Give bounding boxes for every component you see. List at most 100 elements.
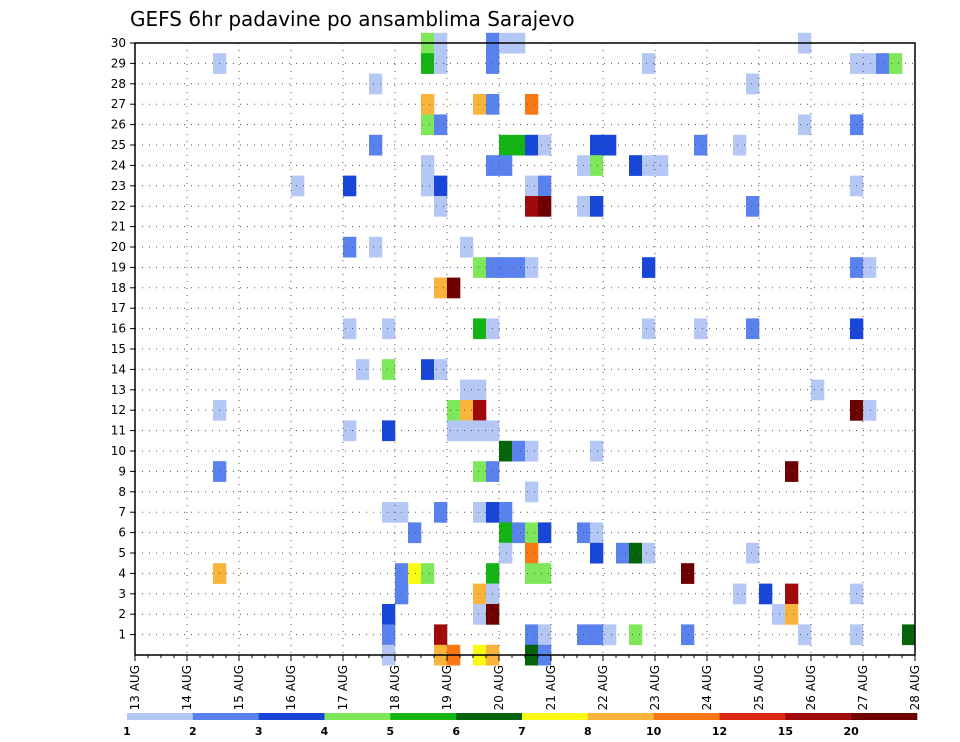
precip-cell bbox=[746, 196, 760, 217]
precip-cell bbox=[499, 502, 513, 523]
precip-cell bbox=[538, 624, 552, 646]
precip-cell bbox=[772, 604, 786, 625]
precip-cell bbox=[590, 522, 604, 544]
precip-cell bbox=[499, 134, 513, 156]
legend-swatch bbox=[324, 713, 391, 720]
precip-cell bbox=[499, 155, 513, 176]
precip-cell bbox=[473, 257, 487, 278]
precip-cell bbox=[421, 563, 435, 584]
precip-cell bbox=[525, 481, 539, 503]
precip-cell bbox=[382, 624, 396, 646]
precip-cell bbox=[460, 420, 474, 442]
precip-cell bbox=[512, 522, 526, 544]
y-axis-ticks: 1234567891011121314151617181920212223242… bbox=[111, 36, 135, 642]
precip-cell bbox=[655, 155, 669, 176]
precip-cell bbox=[499, 542, 513, 564]
precip-cell bbox=[382, 604, 396, 625]
precip-cell bbox=[902, 624, 916, 646]
y-tick-label: 11 bbox=[111, 424, 126, 438]
precip-cell bbox=[447, 277, 461, 299]
precip-cell bbox=[642, 318, 656, 340]
x-tick-label: 19 AUG bbox=[440, 665, 454, 710]
precip-cell bbox=[525, 257, 539, 278]
precip-cell bbox=[525, 522, 539, 544]
precip-cell bbox=[447, 400, 461, 421]
x-tick-label: 25 AUG bbox=[752, 665, 766, 710]
x-tick-label: 14 AUG bbox=[180, 665, 194, 710]
legend-tick-label: 7 bbox=[518, 725, 526, 738]
x-tick-label: 21 AUG bbox=[544, 665, 558, 710]
precip-cell bbox=[421, 53, 435, 74]
precip-cell bbox=[512, 257, 526, 278]
precip-cell bbox=[603, 134, 617, 156]
precip-cell bbox=[525, 563, 539, 584]
precip-cell bbox=[421, 155, 435, 176]
legend-swatch bbox=[127, 713, 194, 720]
precip-cell bbox=[538, 196, 552, 217]
y-tick-label: 16 bbox=[111, 322, 126, 336]
precip-cell bbox=[421, 359, 435, 380]
legend-swatch bbox=[456, 713, 523, 720]
precip-cell bbox=[798, 624, 812, 646]
precip-cell bbox=[434, 53, 448, 74]
y-tick-label: 20 bbox=[111, 240, 126, 254]
legend-tick-label: 6 bbox=[452, 725, 460, 738]
x-tick-label: 13 AUG bbox=[128, 665, 142, 710]
y-tick-label: 13 bbox=[111, 383, 126, 397]
precip-cell bbox=[434, 114, 448, 136]
precip-cell bbox=[629, 542, 643, 564]
x-tick-label: 15 AUG bbox=[232, 665, 246, 710]
legend-swatch bbox=[653, 713, 720, 720]
precip-cell bbox=[590, 155, 604, 176]
x-tick-label: 26 AUG bbox=[804, 665, 818, 710]
y-tick-label: 2 bbox=[118, 607, 126, 621]
precip-cell bbox=[746, 318, 760, 340]
precip-cell bbox=[863, 257, 877, 278]
y-tick-label: 3 bbox=[118, 587, 126, 601]
y-tick-label: 29 bbox=[111, 56, 126, 70]
y-tick-label: 6 bbox=[118, 526, 126, 540]
legend-tick-label: 8 bbox=[584, 725, 592, 738]
precip-cell bbox=[785, 583, 799, 605]
precip-cell bbox=[473, 318, 487, 340]
precip-cell bbox=[889, 53, 903, 74]
y-tick-label: 4 bbox=[118, 566, 126, 580]
y-tick-label: 30 bbox=[111, 36, 126, 50]
precip-cell bbox=[590, 440, 604, 462]
precip-cell bbox=[590, 624, 604, 646]
precip-cell bbox=[473, 461, 487, 482]
x-tick-label: 28 AUG bbox=[908, 665, 922, 710]
x-tick-label: 24 AUG bbox=[700, 665, 714, 710]
precip-cell bbox=[512, 134, 526, 156]
x-tick-label: 23 AUG bbox=[648, 665, 662, 710]
precip-cell bbox=[590, 134, 604, 156]
y-tick-label: 23 bbox=[111, 179, 126, 193]
precip-cell bbox=[694, 134, 708, 156]
precip-cell bbox=[421, 175, 435, 197]
precip-cell bbox=[473, 94, 487, 115]
precip-cell bbox=[473, 502, 487, 523]
precip-cell bbox=[525, 196, 539, 217]
legend-swatch bbox=[851, 713, 918, 720]
legend-swatch bbox=[587, 713, 654, 720]
legend-tick-label: 1 bbox=[123, 725, 131, 738]
y-tick-label: 12 bbox=[111, 403, 126, 417]
precip-cell bbox=[382, 359, 396, 380]
legend-tick-label: 10 bbox=[646, 725, 662, 738]
precip-cell bbox=[408, 522, 422, 544]
precip-cell bbox=[642, 542, 656, 564]
precip-cell bbox=[499, 257, 513, 278]
y-tick-label: 10 bbox=[111, 444, 126, 458]
precip-cell bbox=[525, 440, 539, 462]
precip-cell bbox=[746, 73, 760, 95]
y-tick-label: 8 bbox=[118, 485, 126, 499]
precip-cell bbox=[525, 134, 539, 156]
legend-tick-label: 12 bbox=[712, 725, 727, 738]
precip-cell bbox=[694, 318, 708, 340]
precip-cell bbox=[616, 542, 630, 564]
precip-cell bbox=[499, 440, 513, 462]
legend-tick-label: 4 bbox=[321, 725, 329, 738]
precip-cell bbox=[434, 277, 448, 299]
y-tick-label: 17 bbox=[111, 301, 126, 315]
